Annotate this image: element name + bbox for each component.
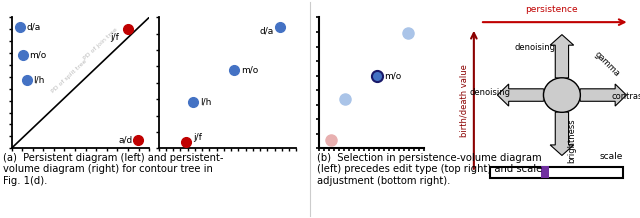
Text: denoising: denoising [470, 88, 511, 97]
FancyArrow shape [550, 112, 573, 155]
Text: (b)  Selection in persistence-volume diagram
(left) precedes edit type (top righ: (b) Selection in persistence-volume diag… [317, 153, 542, 186]
Text: birth/death value: birth/death value [459, 64, 468, 137]
Text: brightness: brightness [568, 119, 577, 164]
Text: PD of split tree: PD of split tree [51, 59, 88, 94]
Text: j/f: j/f [111, 32, 120, 42]
Text: contrast: contrast [611, 92, 640, 101]
Text: l/h: l/h [200, 98, 211, 107]
Bar [541, 166, 549, 179]
FancyArrow shape [550, 35, 573, 78]
Text: persistence: persistence [525, 5, 578, 14]
Text: gamma: gamma [593, 50, 621, 79]
Circle shape [543, 78, 580, 112]
Text: (a)  Persistent diagram (left) and persistent-
volume diagram (right) for contou: (a) Persistent diagram (left) and persis… [3, 153, 224, 186]
FancyArrow shape [497, 84, 543, 106]
Bar [490, 167, 623, 177]
Text: denoising: denoising [515, 43, 556, 52]
Text: a/d: a/d [119, 136, 133, 145]
FancyArrow shape [580, 84, 627, 106]
Text: m/o: m/o [29, 51, 47, 60]
Text: d/a: d/a [259, 26, 273, 35]
Text: d/a: d/a [27, 22, 41, 31]
Text: l/h: l/h [33, 76, 45, 85]
Text: m/o: m/o [384, 72, 401, 81]
Text: PD of join tree: PD of join tree [83, 27, 119, 61]
Text: scale: scale [600, 152, 623, 161]
Text: j/f: j/f [193, 133, 202, 142]
Text: m/o: m/o [241, 65, 259, 74]
